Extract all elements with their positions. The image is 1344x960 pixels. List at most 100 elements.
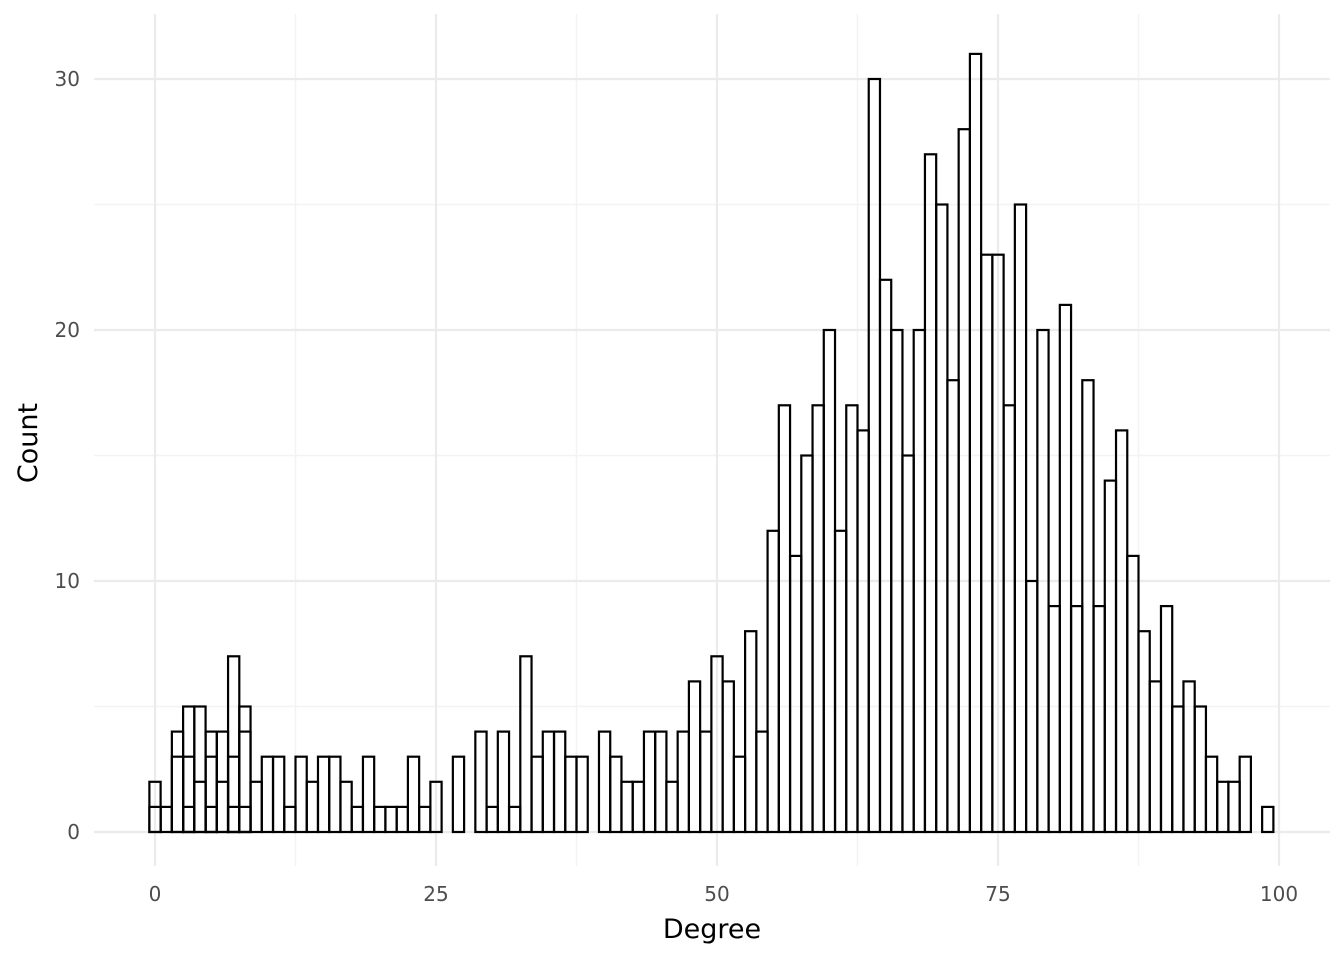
histogram-bar xyxy=(429,780,443,834)
y-axis-title: Count xyxy=(13,403,44,483)
x-tick-label: 100 xyxy=(1260,882,1298,906)
histogram-bar xyxy=(294,755,308,834)
histogram-bar xyxy=(384,805,398,834)
histogram-bar xyxy=(878,278,893,834)
histogram-bar xyxy=(631,780,646,834)
histogram-bar xyxy=(777,404,792,834)
histogram-bar xyxy=(530,755,544,834)
histogram-bar xyxy=(316,755,331,834)
histogram-bar xyxy=(193,705,207,834)
y-axis-tick-labels: 0 10 20 30 xyxy=(55,67,80,844)
histogram-bar xyxy=(1047,604,1061,834)
histogram-bar xyxy=(204,730,218,834)
histogram-bar xyxy=(552,730,567,834)
histogram-bar xyxy=(361,755,376,834)
histogram-bar xyxy=(238,705,252,834)
histogram-bar xyxy=(732,755,747,834)
histogram-bar xyxy=(980,253,994,834)
histogram-bar xyxy=(271,755,286,834)
histogram-bar xyxy=(182,705,196,834)
histogram-bar xyxy=(676,730,690,834)
histogram-bar xyxy=(305,780,320,834)
histogram-bar xyxy=(1261,805,1275,834)
histogram-bar xyxy=(226,805,241,834)
histogram-bar xyxy=(519,655,533,834)
y-tick-label: 10 xyxy=(55,569,80,593)
histogram-bar xyxy=(1159,604,1174,834)
histogram-bar xyxy=(755,730,769,834)
histogram-bar xyxy=(721,680,735,834)
histogram-bar xyxy=(1216,780,1230,834)
histogram-bar xyxy=(788,554,803,834)
histogram-bar xyxy=(249,780,263,834)
histogram-bar xyxy=(182,755,196,834)
histogram-bar xyxy=(856,429,870,834)
histogram-bar xyxy=(350,805,365,834)
histogram-bar xyxy=(507,805,522,834)
histogram-bar xyxy=(204,755,218,834)
histogram-bar xyxy=(968,52,983,834)
histogram-bar xyxy=(406,755,421,834)
histogram-bar xyxy=(1002,404,1016,834)
histogram-bar xyxy=(687,680,702,834)
histogram-bar xyxy=(743,630,758,834)
histogram-bar xyxy=(620,780,634,834)
x-axis-tick-labels: 0 25 50 75 100 xyxy=(149,882,1298,906)
histogram-bar xyxy=(642,730,657,834)
histogram-bar xyxy=(1238,755,1253,834)
histogram-bar xyxy=(575,755,589,834)
histogram-bar xyxy=(766,529,780,834)
histogram-bar xyxy=(957,128,971,834)
histogram-bar xyxy=(238,730,252,834)
histogram-bar xyxy=(215,780,230,834)
histogram-bar xyxy=(935,203,949,834)
x-tick-label: 75 xyxy=(985,882,1010,906)
histogram-bar xyxy=(1081,379,1095,834)
histogram-bar xyxy=(665,780,679,834)
histogram-bar xyxy=(182,805,196,834)
histogram-bar xyxy=(1137,630,1151,834)
histogram-bar xyxy=(1193,705,1208,834)
histogram-bar xyxy=(800,454,814,834)
histogram-bar xyxy=(283,805,297,834)
histogram-bar xyxy=(204,805,218,834)
histogram-bar xyxy=(1126,554,1140,834)
histogram-bar xyxy=(699,730,713,834)
histogram-bar xyxy=(833,529,848,834)
y-tick-label: 30 xyxy=(55,67,80,91)
histogram-bar xyxy=(845,404,859,834)
histogram-bar xyxy=(418,805,432,834)
y-tick-label: 20 xyxy=(55,318,80,342)
histogram-bar xyxy=(170,730,185,834)
histogram-bar xyxy=(1114,429,1129,834)
histogram-bar xyxy=(373,805,387,834)
histogram-bar xyxy=(1204,755,1219,834)
histogram-bar xyxy=(541,730,556,834)
histogram-bar xyxy=(923,153,938,834)
histogram-bar xyxy=(193,780,207,834)
histogram-bar xyxy=(1036,328,1050,834)
x-axis-title: Degree xyxy=(663,914,761,945)
histogram-bar xyxy=(226,755,241,834)
histogram-bar xyxy=(1227,780,1241,834)
histogram-bar xyxy=(1013,203,1028,834)
histogram-bar xyxy=(170,755,185,834)
histogram-bar xyxy=(901,454,915,834)
histogram-bar xyxy=(1148,680,1163,834)
histogram-bar xyxy=(159,805,173,834)
histogram-bar xyxy=(339,780,353,834)
histogram-bar xyxy=(1092,604,1106,834)
x-tick-label: 25 xyxy=(423,882,448,906)
histogram-bar xyxy=(238,805,252,834)
histogram-bar xyxy=(474,730,488,834)
histogram-bar xyxy=(226,655,241,834)
x-tick-label: 50 xyxy=(704,882,729,906)
histogram-bar xyxy=(597,730,612,834)
histogram-bar xyxy=(260,755,275,834)
histogram-bar xyxy=(496,730,511,834)
histogram-bar xyxy=(1182,680,1196,834)
histogram-bar xyxy=(1058,303,1073,834)
histogram-bar xyxy=(395,805,410,834)
histogram-bar xyxy=(609,755,623,834)
